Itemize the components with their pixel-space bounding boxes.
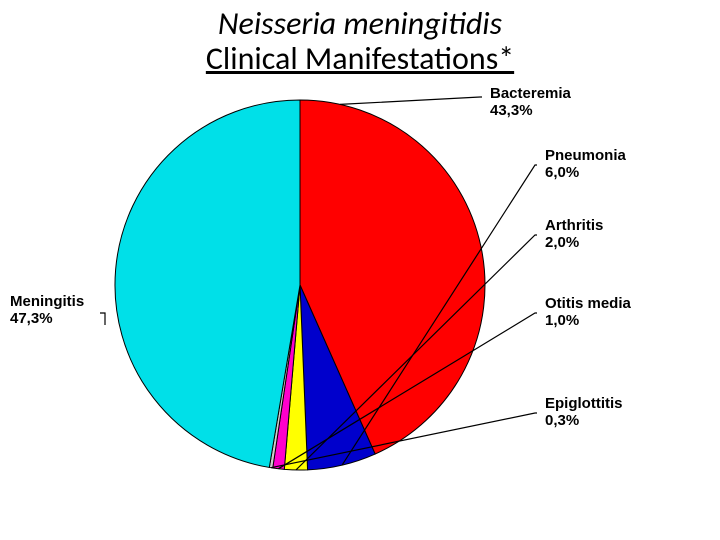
slice-label-text: Meningitis: [10, 293, 84, 310]
slice-label-pneumonia: Pneumonia6,0%: [545, 147, 626, 182]
chart-title: Neisseria meningitidis Clinical Manifest…: [0, 6, 720, 76]
title-line2: Clinical Manifestations*: [0, 41, 720, 76]
slice-label-epiglottitis: Epiglottitis0,3%: [545, 395, 623, 430]
slice-label-arthritis: Arthritis2,0%: [545, 217, 603, 252]
slice-label-pct: 1,0%: [545, 312, 631, 329]
slice-label-meningitis: Meningitis47,3%: [10, 293, 84, 328]
slice-label-pct: 47,3%: [10, 310, 84, 327]
slice-label-pct: 2,0%: [545, 234, 603, 251]
slice-label-pct: 43,3%: [490, 102, 571, 119]
slice-label-text: Epiglottitis: [545, 395, 623, 412]
leader-line: [340, 97, 482, 104]
pie-chart: Bacteremia43,3% Pneumonia6,0% Arthritis2,0…: [0, 85, 720, 535]
slice-label-text: Otitis media: [545, 295, 631, 312]
pie-slice-meningitis: [115, 100, 300, 467]
slice-label-bacteremia: Bacteremia43,3%: [490, 85, 571, 120]
leader-line: [100, 313, 105, 325]
slice-label-pct: 0,3%: [545, 412, 623, 429]
slice-label-pct: 6,0%: [545, 164, 626, 181]
title-line1: Neisseria meningitidis: [0, 6, 720, 41]
slice-label-otitis-media: Otitis media1,0%: [545, 295, 631, 330]
slice-label-text: Pneumonia: [545, 147, 626, 164]
slice-label-text: Arthritis: [545, 217, 603, 234]
slice-label-text: Bacteremia: [490, 85, 571, 102]
